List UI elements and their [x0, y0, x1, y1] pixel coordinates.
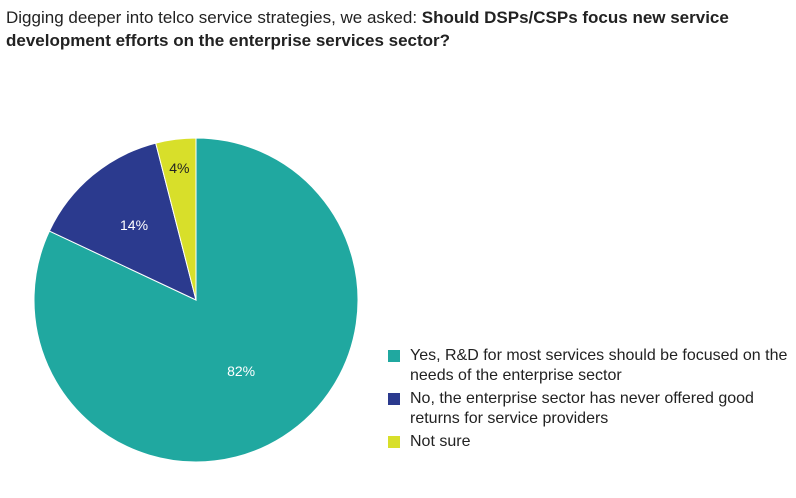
pie-slice-2 [155, 137, 197, 301]
legend-item-2: Not sure [388, 432, 788, 452]
chart-title: Digging deeper into telco service strate… [6, 6, 766, 52]
legend-swatch-2 [388, 436, 400, 448]
title-lead: Digging deeper into telco service strate… [6, 8, 418, 27]
legend-swatch-0 [388, 350, 400, 362]
pie-slice-label-2: 4% [169, 160, 189, 176]
legend: Yes, R&D for most services should be foc… [388, 346, 788, 455]
pie-slice-label-0: 82% [227, 363, 255, 379]
legend-item-0: Yes, R&D for most services should be foc… [388, 346, 788, 386]
legend-label-0: Yes, R&D for most services should be foc… [410, 347, 788, 384]
legend-swatch-1 [388, 393, 400, 405]
legend-label-2: Not sure [410, 433, 471, 450]
legend-item-1: No, the enterprise sector has never offe… [388, 389, 788, 429]
pie-slice-label-1: 14% [120, 217, 148, 233]
legend-label-1: No, the enterprise sector has never offe… [410, 390, 754, 427]
pie-slices [33, 137, 359, 463]
pie-slice-1 [48, 142, 197, 301]
title-question: Should DSPs/CSPs focus new service devel… [6, 8, 729, 50]
pie-labels: 82% 14% 4% [120, 160, 255, 379]
